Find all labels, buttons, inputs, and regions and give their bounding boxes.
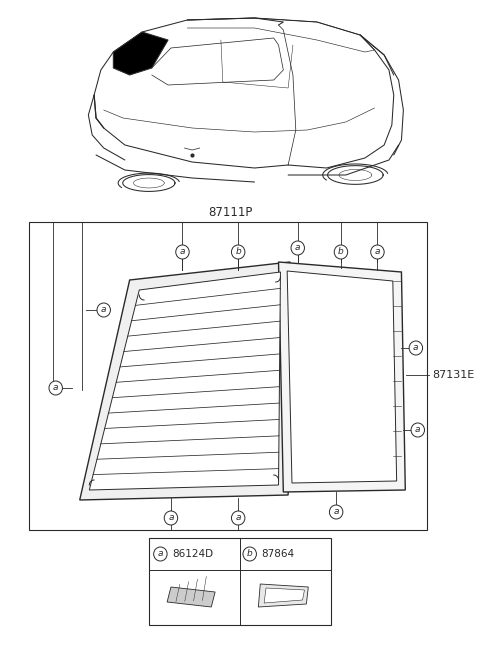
Text: a: a [415, 426, 420, 434]
Polygon shape [258, 584, 308, 607]
Bar [149, 538, 331, 625]
Circle shape [231, 245, 245, 259]
Text: a: a [168, 514, 174, 523]
Polygon shape [264, 588, 304, 603]
Text: b: b [235, 248, 241, 257]
Text: b: b [247, 550, 252, 559]
Circle shape [97, 303, 110, 317]
Circle shape [291, 241, 304, 255]
Text: 87131E: 87131E [432, 370, 474, 380]
Circle shape [411, 423, 424, 437]
Circle shape [243, 547, 256, 561]
Polygon shape [80, 262, 290, 500]
Text: a: a [101, 305, 107, 314]
Circle shape [49, 381, 62, 395]
Text: a: a [235, 514, 241, 523]
Circle shape [176, 245, 189, 259]
Polygon shape [287, 271, 396, 483]
Text: 86124D: 86124D [172, 549, 213, 559]
Bar [29, 222, 427, 530]
Text: a: a [413, 343, 419, 352]
Circle shape [334, 245, 348, 259]
Text: a: a [180, 248, 185, 257]
Text: 87864: 87864 [261, 549, 294, 559]
Text: 87111P: 87111P [208, 206, 252, 219]
Text: a: a [53, 383, 59, 392]
Polygon shape [167, 587, 215, 607]
Polygon shape [113, 32, 168, 75]
Text: b: b [338, 248, 344, 257]
Text: a: a [157, 550, 163, 559]
Text: a: a [375, 248, 380, 257]
Polygon shape [89, 272, 280, 490]
Text: a: a [334, 508, 339, 517]
Circle shape [231, 511, 245, 525]
Circle shape [371, 245, 384, 259]
Circle shape [329, 505, 343, 519]
Polygon shape [278, 262, 405, 492]
Circle shape [164, 511, 178, 525]
Circle shape [409, 341, 422, 355]
Circle shape [154, 547, 167, 561]
Text: a: a [295, 244, 300, 252]
